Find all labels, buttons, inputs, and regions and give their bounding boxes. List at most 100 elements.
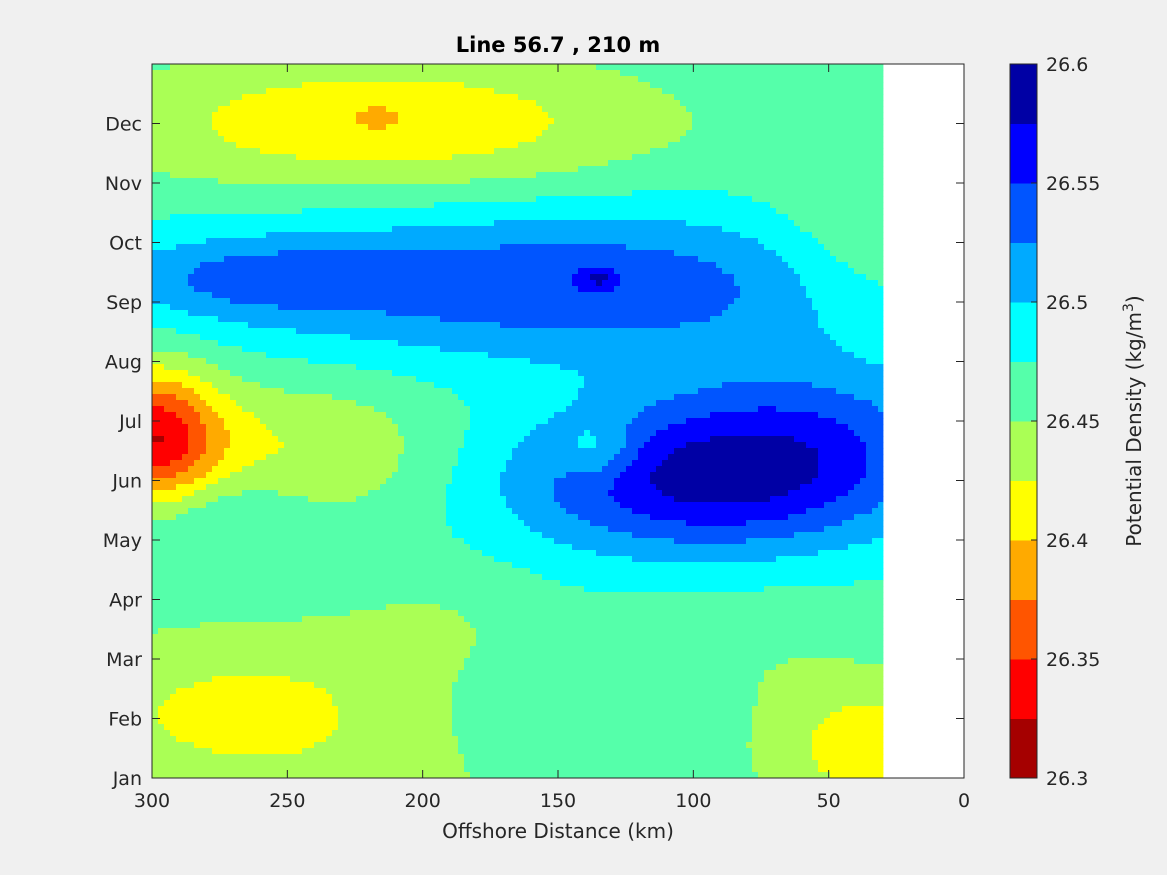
heatmap-cell — [650, 208, 657, 215]
heatmap-cell — [536, 136, 543, 143]
heatmap-cell — [854, 70, 861, 77]
heatmap-cell — [512, 166, 519, 173]
heatmap-cell — [710, 214, 717, 221]
heatmap-cell — [242, 136, 249, 143]
heatmap-cell — [422, 190, 429, 197]
heatmap-cell — [374, 94, 381, 101]
heatmap-cell — [392, 100, 399, 107]
heatmap-cell — [506, 298, 513, 305]
heatmap-cell — [668, 214, 675, 221]
heatmap-cell — [776, 100, 783, 107]
heatmap-cell — [284, 106, 291, 113]
heatmap-cell — [860, 202, 867, 209]
heatmap-cell — [764, 292, 771, 299]
heatmap-cell — [404, 184, 411, 191]
heatmap-cell — [386, 304, 393, 311]
heatmap-cell — [452, 100, 459, 107]
heatmap-cell — [434, 274, 441, 281]
heatmap-cell — [164, 232, 171, 239]
heatmap-cell — [584, 172, 591, 179]
heatmap-cell — [788, 196, 795, 203]
heatmap-cell — [764, 124, 771, 131]
heatmap-cell — [422, 76, 429, 83]
heatmap-cell — [710, 232, 717, 239]
heatmap-cell — [776, 220, 783, 227]
heatmap-cell — [860, 148, 867, 155]
heatmap-cell — [500, 184, 507, 191]
heatmap-cell — [506, 196, 513, 203]
heatmap-cell — [602, 274, 609, 281]
heatmap-cell — [770, 100, 777, 107]
heatmap-cell — [350, 250, 357, 257]
heatmap-cell — [770, 256, 777, 263]
heatmap-cell — [182, 238, 189, 245]
heatmap-cell — [542, 112, 549, 119]
heatmap-cell — [560, 166, 567, 173]
heatmap-cell — [644, 292, 651, 299]
heatmap-cell — [776, 112, 783, 119]
heatmap-cell — [578, 118, 585, 125]
heatmap-cell — [602, 118, 609, 125]
heatmap-cell — [326, 70, 333, 77]
heatmap-cell — [578, 112, 585, 119]
heatmap-cell — [632, 154, 639, 161]
heatmap-cell — [608, 274, 615, 281]
heatmap-cell — [584, 142, 591, 149]
heatmap-cell — [410, 136, 417, 143]
heatmap-cell — [758, 148, 765, 155]
heatmap-cell — [710, 130, 717, 137]
heatmap-cell — [632, 304, 639, 311]
heatmap-cell — [464, 238, 471, 245]
heatmap-cell — [188, 94, 195, 101]
heatmap-cell — [482, 190, 489, 197]
heatmap-cell — [416, 244, 423, 251]
heatmap-cell — [410, 166, 417, 173]
heatmap-cell — [398, 208, 405, 215]
heatmap-cell — [458, 88, 465, 95]
heatmap-cell — [170, 106, 177, 113]
heatmap-cell — [776, 172, 783, 179]
heatmap-cell — [680, 94, 687, 101]
heatmap-cell — [590, 70, 597, 77]
heatmap-cell — [548, 262, 555, 269]
heatmap-cell — [674, 76, 681, 83]
heatmap-cell — [512, 262, 519, 269]
heatmap-cell — [302, 304, 309, 311]
heatmap-cell — [848, 298, 855, 305]
heatmap-cell — [152, 250, 159, 257]
heatmap-cell — [866, 154, 873, 161]
heatmap-cell — [440, 298, 447, 305]
heatmap-cell — [746, 178, 753, 185]
heatmap-cell — [866, 190, 873, 197]
heatmap-cell — [398, 262, 405, 269]
heatmap-cell — [668, 208, 675, 215]
heatmap-cell — [752, 76, 759, 83]
heatmap-cell — [680, 88, 687, 95]
heatmap-cell — [788, 214, 795, 221]
heatmap-cell — [782, 184, 789, 191]
heatmap-cell — [446, 268, 453, 275]
heatmap-cell — [362, 274, 369, 281]
heatmap-cell — [164, 70, 171, 77]
heatmap-cell — [830, 256, 837, 263]
heatmap-cell — [374, 100, 381, 107]
heatmap-cell — [242, 148, 249, 155]
heatmap-cell — [212, 172, 219, 179]
heatmap-cell — [344, 94, 351, 101]
heatmap-cell — [632, 136, 639, 143]
heatmap-cell — [452, 256, 459, 263]
heatmap-cell — [290, 148, 297, 155]
heatmap-cell — [224, 118, 231, 125]
heatmap-cell — [842, 142, 849, 149]
heatmap-cell — [494, 214, 501, 221]
heatmap-cell — [746, 166, 753, 173]
heatmap-cell — [602, 250, 609, 257]
heatmap-cell — [350, 274, 357, 281]
heatmap-cell — [794, 70, 801, 77]
heatmap-cell — [452, 292, 459, 299]
heatmap-cell — [782, 124, 789, 131]
heatmap-cell — [656, 214, 663, 221]
heatmap-cell — [266, 262, 273, 269]
heatmap-cell — [512, 190, 519, 197]
heatmap-cell — [656, 94, 663, 101]
